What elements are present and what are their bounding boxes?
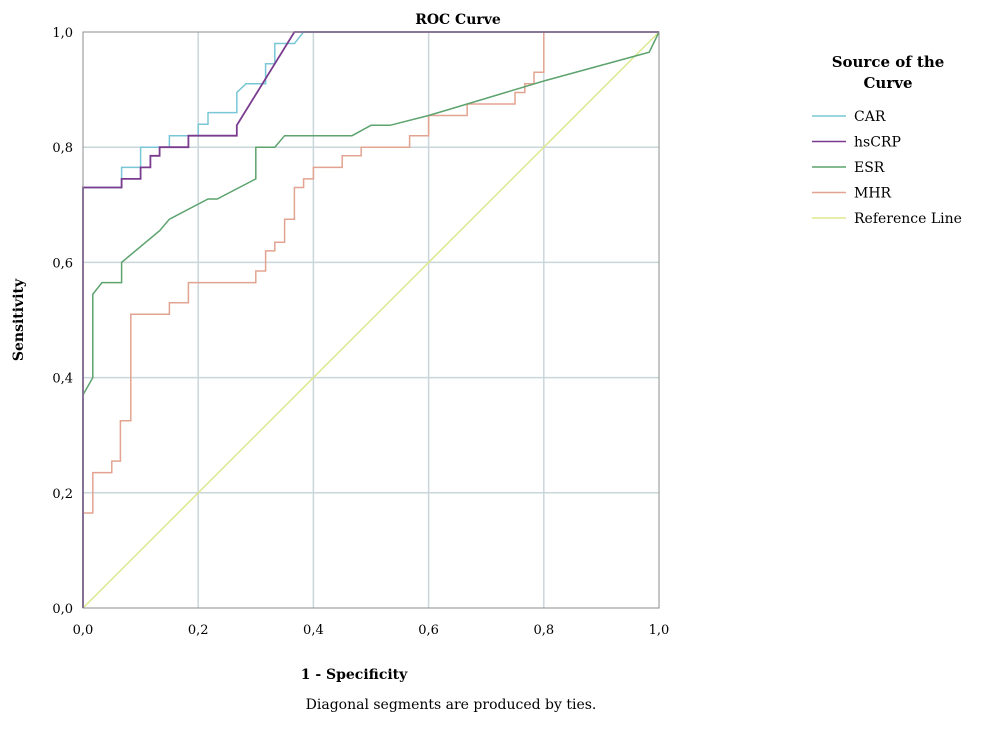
y-tick-labels: 0,0 0,2 0,4 0,6 0,8 1,0: [52, 26, 73, 617]
legend-label-reference-line: Reference Line: [854, 211, 962, 227]
footnote: Diagonal segments are produced by ties.: [306, 697, 597, 713]
x-axis-title: 1 - Specificity: [301, 667, 408, 683]
series-line-hscrp: [82, 31, 659, 608]
legend-label-car: CAR: [854, 109, 886, 125]
legend-label-hscrp: hsCRP: [854, 135, 901, 151]
x-tick-label: 0,2: [188, 623, 209, 638]
legend-title-line-1: Source of the: [832, 53, 945, 71]
x-tick-label: 0,8: [533, 623, 554, 638]
legend-label-esr: ESR: [854, 160, 885, 176]
x-tick-label: 0,0: [73, 623, 94, 638]
y-tick-label: 0,4: [52, 372, 73, 387]
x-tick-label: 1,0: [649, 623, 670, 638]
x-tick-label: 0,4: [303, 623, 324, 638]
y-tick-label: 0,2: [52, 487, 73, 502]
series-line-esr: [82, 31, 660, 608]
series-line-mhr: [82, 31, 659, 608]
legend-title-line-2: Curve: [863, 74, 912, 92]
y-tick-label: 0,0: [52, 602, 73, 617]
y-tick-label: 1,0: [52, 26, 73, 41]
legend: Source of the Curve CAR hsCRP ESR MHR Refere…: [812, 53, 962, 227]
y-tick-label: 0,6: [52, 256, 73, 271]
series-line-car: [82, 31, 659, 608]
x-tick-labels: 0,0 0,2 0,4 0,6 0,8 1,0: [73, 623, 670, 638]
chart-title: ROC Curve: [415, 12, 501, 28]
x-tick-label: 0,6: [418, 623, 439, 638]
series-lines: [82, 31, 660, 609]
series-line-reference-line: [82, 31, 660, 609]
y-axis-title: Sensitivity: [11, 278, 27, 361]
plot-frame: [82, 31, 660, 609]
legend-label-mhr: MHR: [854, 186, 892, 202]
y-tick-label: 0,8: [52, 141, 73, 156]
